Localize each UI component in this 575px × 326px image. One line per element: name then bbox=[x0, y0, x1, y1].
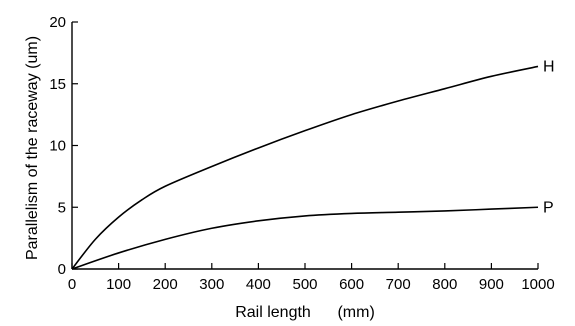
x-tick-label: 300 bbox=[199, 276, 224, 293]
x-axis-label: Rail length (mm) bbox=[235, 304, 375, 321]
series-line-h bbox=[71, 65, 539, 270]
x-tick-label: 400 bbox=[246, 276, 271, 293]
x-tick-label: 200 bbox=[153, 276, 178, 293]
series-label-h: H bbox=[543, 58, 555, 75]
y-tick-label: 20 bbox=[49, 14, 66, 31]
x-tick-label: 500 bbox=[292, 276, 317, 293]
x-tick-label: 0 bbox=[68, 276, 76, 293]
y-axis-label: Parallelism of the raceway (um) bbox=[24, 36, 41, 260]
y-tick-label: 15 bbox=[49, 76, 66, 93]
x-axis-ticks: 0 100 200 300 400 500 600 700 800 900 1000 bbox=[68, 263, 555, 293]
x-tick-label: 900 bbox=[479, 276, 504, 293]
x-tick-label: 600 bbox=[339, 276, 364, 293]
x-tick-label: 700 bbox=[386, 276, 411, 293]
series-lines: HP bbox=[71, 58, 555, 270]
x-tick-label: 800 bbox=[432, 276, 457, 293]
y-tick-label: 0 bbox=[58, 261, 66, 278]
series-line-p bbox=[71, 206, 539, 270]
y-axis-ticks: 0 5 10 15 20 bbox=[49, 14, 78, 278]
y-tick-label: 10 bbox=[49, 138, 66, 155]
series-label-p: P bbox=[543, 199, 554, 216]
x-tick-label: 100 bbox=[106, 276, 131, 293]
x-tick-label: 1000 bbox=[521, 276, 554, 293]
y-tick-label: 5 bbox=[58, 199, 66, 216]
